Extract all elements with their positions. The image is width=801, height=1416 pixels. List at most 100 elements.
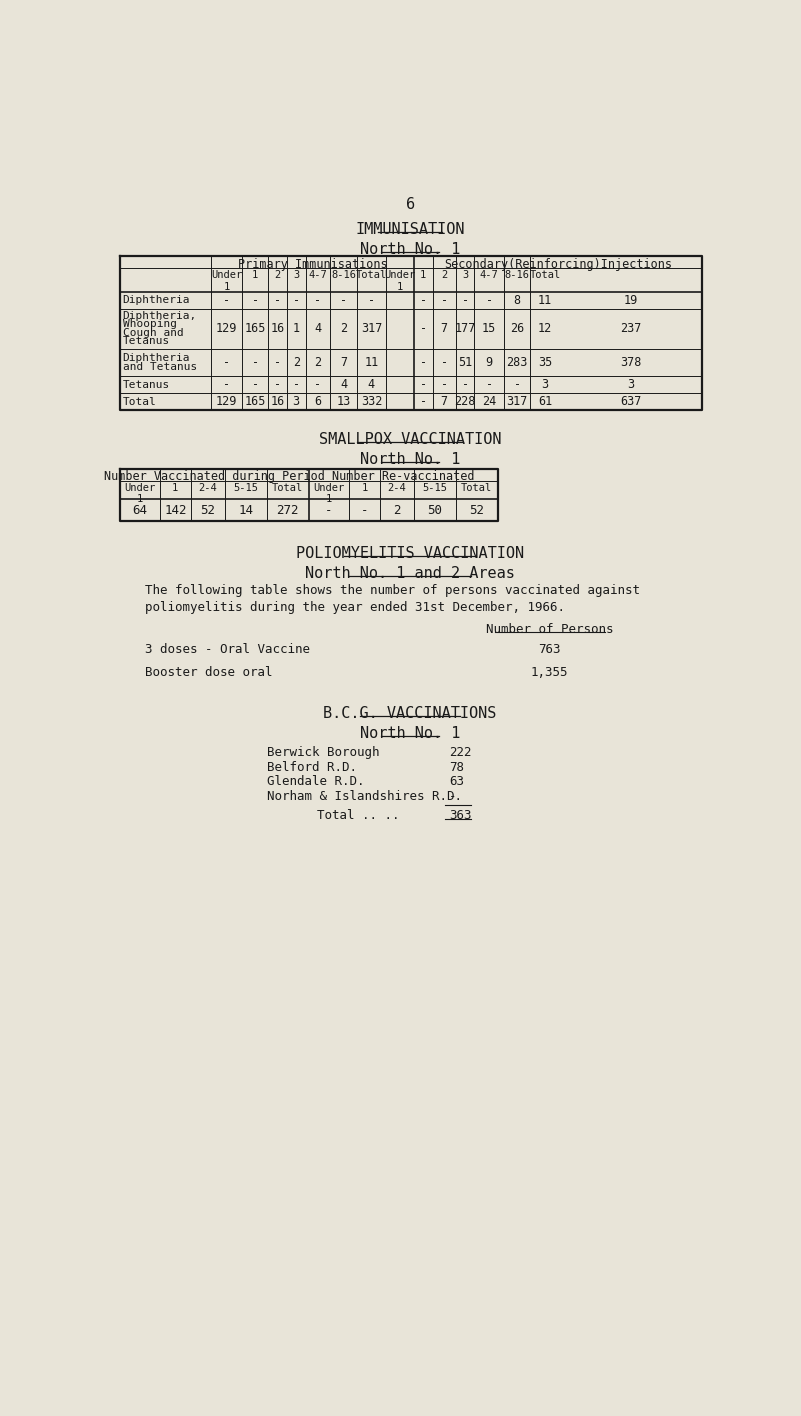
Text: Total: Total — [123, 396, 156, 406]
Text: -: - — [252, 293, 259, 306]
Text: 6: 6 — [405, 197, 415, 212]
Text: Glendale R.D.: Glendale R.D. — [267, 775, 364, 789]
Text: 317: 317 — [360, 321, 382, 336]
Text: -: - — [368, 293, 375, 306]
Text: -: - — [420, 321, 427, 336]
Text: 3: 3 — [541, 378, 549, 391]
Text: 3: 3 — [462, 270, 469, 280]
Text: 78: 78 — [449, 760, 464, 773]
Text: 3: 3 — [292, 395, 300, 408]
Text: -: - — [292, 378, 300, 391]
Text: 63: 63 — [449, 775, 464, 789]
Text: 1: 1 — [292, 321, 300, 336]
Text: 51: 51 — [458, 355, 473, 370]
Text: 35: 35 — [537, 355, 552, 370]
Text: Diphtheria: Diphtheria — [123, 353, 190, 362]
Text: 7: 7 — [340, 355, 347, 370]
Text: 4-7: 4-7 — [480, 270, 498, 280]
Text: -: - — [360, 504, 368, 517]
Text: Tetanus: Tetanus — [123, 379, 170, 389]
Text: 283: 283 — [506, 355, 528, 370]
Text: Total: Total — [272, 483, 304, 493]
Text: 5-15: 5-15 — [422, 483, 448, 493]
Text: 11: 11 — [364, 355, 379, 370]
Text: 4: 4 — [340, 378, 347, 391]
Text: poliomyelitis during the year ended 31st December, 1966.: poliomyelitis during the year ended 31st… — [145, 602, 565, 615]
Text: 4-7: 4-7 — [308, 270, 328, 280]
Text: 2: 2 — [275, 270, 280, 280]
Text: -: - — [485, 293, 493, 306]
Text: North No. 1: North No. 1 — [360, 242, 461, 258]
Text: 52: 52 — [469, 504, 485, 517]
Text: and Tetanus: and Tetanus — [123, 361, 197, 371]
Text: 24: 24 — [482, 395, 497, 408]
Text: Norham & Islandshires R.D.: Norham & Islandshires R.D. — [267, 790, 461, 803]
Text: Total: Total — [356, 270, 387, 280]
Text: 228: 228 — [454, 395, 476, 408]
Text: 222: 222 — [449, 746, 471, 759]
Text: -: - — [441, 378, 448, 391]
Text: North No. 1: North No. 1 — [360, 726, 461, 741]
Text: 129: 129 — [215, 321, 237, 336]
Text: 363: 363 — [449, 809, 471, 823]
Text: -: - — [513, 378, 521, 391]
Text: -: - — [420, 293, 427, 306]
Text: 2-4: 2-4 — [388, 483, 406, 493]
Text: Number Vaccinated during Period: Number Vaccinated during Period — [103, 470, 324, 483]
Text: -: - — [485, 378, 493, 391]
Text: Number of Persons: Number of Persons — [486, 623, 614, 636]
Text: Berwick Borough: Berwick Borough — [267, 746, 379, 759]
Text: 1,355: 1,355 — [531, 666, 569, 678]
Text: 5-15: 5-15 — [233, 483, 259, 493]
Text: 14: 14 — [239, 504, 253, 517]
Text: Under
1: Under 1 — [211, 270, 242, 292]
Text: B.C.G. VACCINATIONS: B.C.G. VACCINATIONS — [324, 705, 497, 721]
Text: Diphtheria,: Diphtheria, — [123, 312, 197, 321]
Text: -: - — [223, 293, 230, 306]
Text: Booster dose oral: Booster dose oral — [145, 666, 272, 678]
Text: 2: 2 — [292, 355, 300, 370]
Text: 177: 177 — [454, 321, 476, 336]
Text: 763: 763 — [538, 643, 561, 656]
Text: 3 doses - Oral Vaccine: 3 doses - Oral Vaccine — [145, 643, 310, 656]
Text: -: - — [420, 355, 427, 370]
Text: North No. 1 and 2 Areas: North No. 1 and 2 Areas — [305, 566, 515, 581]
Text: 50: 50 — [428, 504, 442, 517]
Text: Diphtheria: Diphtheria — [123, 295, 190, 304]
Text: 26: 26 — [510, 321, 524, 336]
Text: 64: 64 — [132, 504, 147, 517]
Text: -: - — [274, 378, 281, 391]
Text: 16: 16 — [271, 321, 284, 336]
Text: 1: 1 — [361, 483, 368, 493]
Text: Cough and: Cough and — [123, 327, 183, 338]
Text: 4: 4 — [314, 321, 321, 336]
Text: 317: 317 — [506, 395, 528, 408]
Text: -: - — [314, 378, 321, 391]
Text: Under
1: Under 1 — [384, 270, 416, 292]
Text: Total: Total — [461, 483, 493, 493]
Text: 272: 272 — [276, 504, 299, 517]
Text: 2: 2 — [314, 355, 321, 370]
Text: -: - — [252, 355, 259, 370]
Text: The following table shows the number of persons vaccinated against: The following table shows the number of … — [145, 585, 640, 598]
Text: -: - — [274, 355, 281, 370]
Text: 165: 165 — [244, 321, 266, 336]
Text: 13: 13 — [336, 395, 351, 408]
Text: -: - — [223, 355, 230, 370]
Text: POLIOMYELITIS VACCINATION: POLIOMYELITIS VACCINATION — [296, 545, 524, 561]
Text: -: - — [441, 355, 448, 370]
Text: Number Re-vaccinated: Number Re-vaccinated — [332, 470, 474, 483]
Text: Secondary(Reinforcing)Injections: Secondary(Reinforcing)Injections — [444, 259, 672, 272]
Text: 237: 237 — [620, 321, 642, 336]
Text: -: - — [441, 293, 448, 306]
Text: -: - — [223, 378, 230, 391]
Text: -: - — [252, 378, 259, 391]
Text: 6: 6 — [314, 395, 321, 408]
Text: -: - — [340, 293, 347, 306]
Text: -: - — [449, 790, 457, 803]
Text: -: - — [325, 504, 332, 517]
Text: -: - — [420, 378, 427, 391]
Text: 3: 3 — [293, 270, 300, 280]
Text: 11: 11 — [537, 293, 552, 306]
Text: -: - — [314, 293, 321, 306]
